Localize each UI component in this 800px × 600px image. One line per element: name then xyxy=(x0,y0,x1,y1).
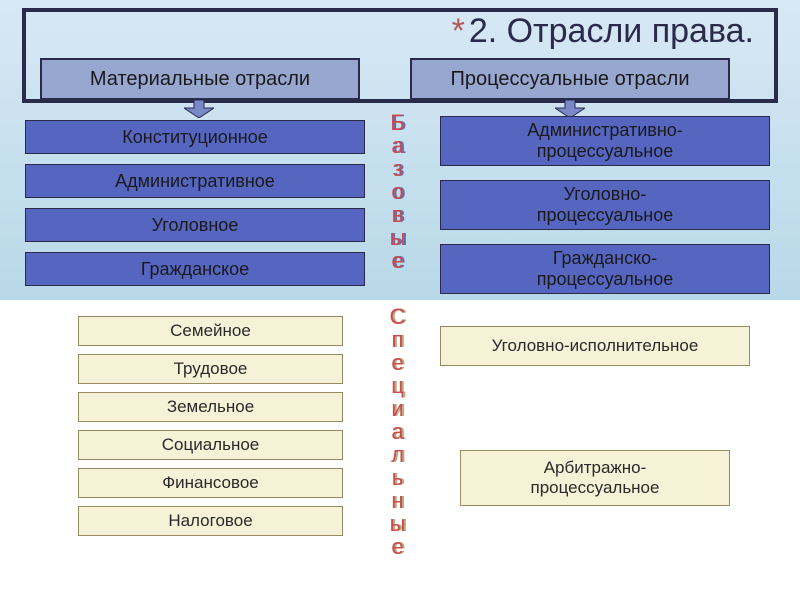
branch-item: Семейное xyxy=(78,316,343,346)
branch-item: Трудовое xyxy=(78,354,343,384)
branch-item: Гражданское xyxy=(25,252,365,286)
branch-item: Налоговое xyxy=(78,506,343,536)
arrow-down-icon xyxy=(184,100,214,118)
page-title: * 2. Отрасли права. xyxy=(452,12,754,51)
header-material: Материальные отрасли xyxy=(40,58,360,100)
branch-item: Социальное xyxy=(78,430,343,460)
branch-item: Уголовное xyxy=(25,208,365,242)
branch-item: Уголовно-исполнительное xyxy=(440,326,750,366)
branch-item: Административно-процессуальное xyxy=(440,116,770,166)
branch-item: Земельное xyxy=(78,392,343,422)
section-label-basic: Базовые xyxy=(384,110,410,271)
branch-item: Арбитражно-процессуальное xyxy=(460,450,730,506)
branch-item: Конституционное xyxy=(25,120,365,154)
branch-item: Финансовое xyxy=(78,468,343,498)
branch-item: Административное xyxy=(25,164,365,198)
section-label-special: Специальные xyxy=(384,304,410,557)
title-label: 2. Отрасли права. xyxy=(469,12,754,51)
branch-item: Гражданско-процессуальное xyxy=(440,244,770,294)
header-procedural: Процессуальные отрасли xyxy=(410,58,730,100)
asterisk-icon: * xyxy=(452,12,465,51)
branch-item: Уголовно-процессуальное xyxy=(440,180,770,230)
